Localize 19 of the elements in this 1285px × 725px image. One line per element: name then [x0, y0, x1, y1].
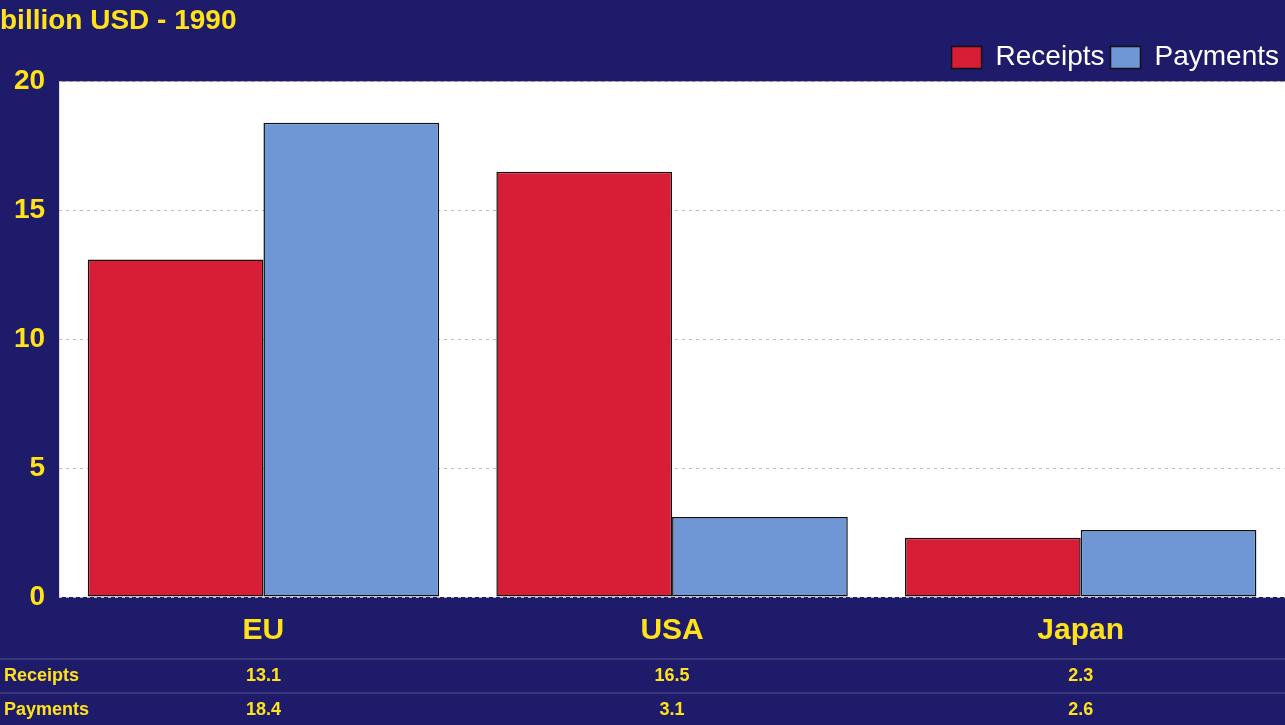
legend-label: Receipts — [995, 40, 1105, 72]
y-tick-label: 15 — [13, 193, 46, 225]
data-label: 16.5 — [654, 664, 690, 685]
data-label: 2.6 — [1068, 698, 1094, 719]
text: Payments — [4, 698, 90, 719]
x-tick-label: EU — [242, 612, 285, 646]
text: Receipts — [4, 664, 80, 685]
x-tick-label: USA — [640, 612, 704, 646]
legend-label: Payments — [1154, 40, 1279, 72]
chart-title: billion USD - 1990 — [0, 3, 237, 35]
y-tick-label: 5 — [29, 450, 46, 482]
y-tick-label: 20 — [13, 64, 46, 96]
y-tick-label: 10 — [13, 322, 46, 354]
data-label: 13.1 — [245, 664, 281, 685]
data-label: 3.1 — [659, 698, 685, 719]
x-tick-label: Japan — [1037, 612, 1125, 646]
data-label: 2.3 — [1068, 664, 1094, 685]
data-label: 18.4 — [245, 698, 281, 719]
y-tick-label: 0 — [29, 579, 46, 611]
